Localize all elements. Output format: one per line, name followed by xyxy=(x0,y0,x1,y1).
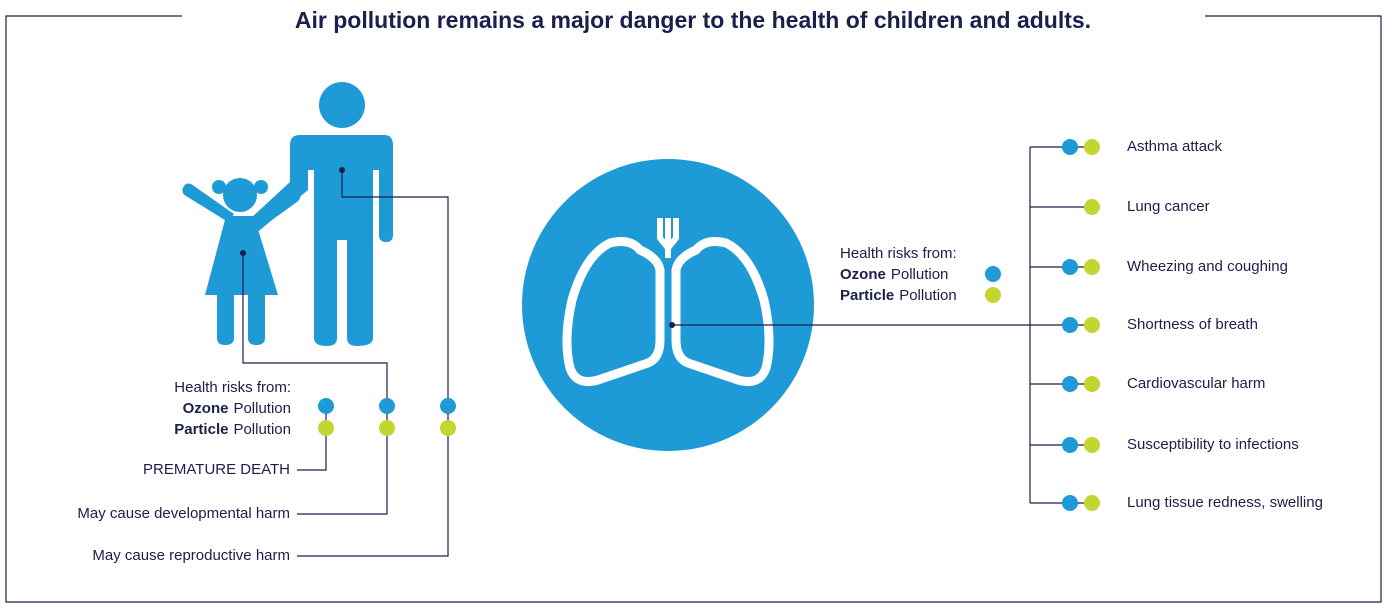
particle-key xyxy=(985,287,1001,303)
legend-rest: Pollution xyxy=(233,421,291,438)
effect-label: Susceptibility to infections xyxy=(1127,436,1299,453)
legend-item: Particle Pollution xyxy=(840,287,957,304)
legend-bold: Ozone xyxy=(840,266,886,283)
legend-rest: Pollution xyxy=(891,266,949,283)
child-figure xyxy=(182,178,301,345)
outcome-label: May cause reproductive harm xyxy=(92,547,290,564)
legend-rest: Pollution xyxy=(233,400,291,417)
ozone-dot xyxy=(440,398,456,414)
particle-dot xyxy=(379,420,395,436)
ozone-dot xyxy=(1062,495,1078,511)
legend-item: Ozone Pollution xyxy=(840,266,948,283)
frame xyxy=(5,15,1382,603)
ozone-dot xyxy=(1062,376,1078,392)
effect-label: Shortness of breath xyxy=(1127,316,1258,333)
legend-bold: Particle xyxy=(840,287,894,304)
legend-item: Particle Pollution xyxy=(174,421,291,438)
connector xyxy=(297,406,449,557)
particle-dot xyxy=(1084,199,1100,215)
lungs-circle xyxy=(522,159,814,451)
legend-heading: Health risks from: xyxy=(174,379,291,396)
particle-dot xyxy=(1084,376,1100,392)
particle-dot xyxy=(1084,437,1100,453)
outcome-label: PREMATURE DEATH xyxy=(143,461,290,478)
connector xyxy=(242,253,388,406)
particle-dot xyxy=(1084,139,1100,155)
effect-label: Cardiovascular harm xyxy=(1127,375,1265,392)
effect-label: Lung cancer xyxy=(1127,198,1210,215)
effect-label: Wheezing and coughing xyxy=(1127,258,1288,275)
effect-label: Asthma attack xyxy=(1127,138,1223,155)
legend-bold: Ozone xyxy=(183,400,229,417)
ozone-dot xyxy=(1062,437,1078,453)
legend-heading: Health risks from: xyxy=(840,245,957,262)
legend-bold: Particle xyxy=(174,421,228,438)
connector xyxy=(297,406,327,471)
legend-rest: Pollution xyxy=(899,287,957,304)
connector xyxy=(297,406,388,515)
ozone-key xyxy=(985,266,1001,282)
ozone-dot xyxy=(318,398,334,414)
particle-dot xyxy=(1084,317,1100,333)
outcome-label: May cause developmental harm xyxy=(77,505,290,522)
lungs-icon xyxy=(562,218,774,386)
ozone-dot xyxy=(1062,139,1078,155)
ozone-dot xyxy=(1062,317,1078,333)
adult-figure xyxy=(246,82,393,346)
title: Air pollution remains a major danger to … xyxy=(295,7,1091,33)
connector xyxy=(341,170,449,406)
particle-dot xyxy=(1084,495,1100,511)
ozone-dot xyxy=(379,398,395,414)
effect-label: Lung tissue redness, swelling xyxy=(1127,494,1323,511)
ozone-dot xyxy=(1062,259,1078,275)
particle-dot xyxy=(440,420,456,436)
legend-item: Ozone Pollution xyxy=(183,400,291,417)
particle-dot xyxy=(318,420,334,436)
particle-dot xyxy=(1084,259,1100,275)
